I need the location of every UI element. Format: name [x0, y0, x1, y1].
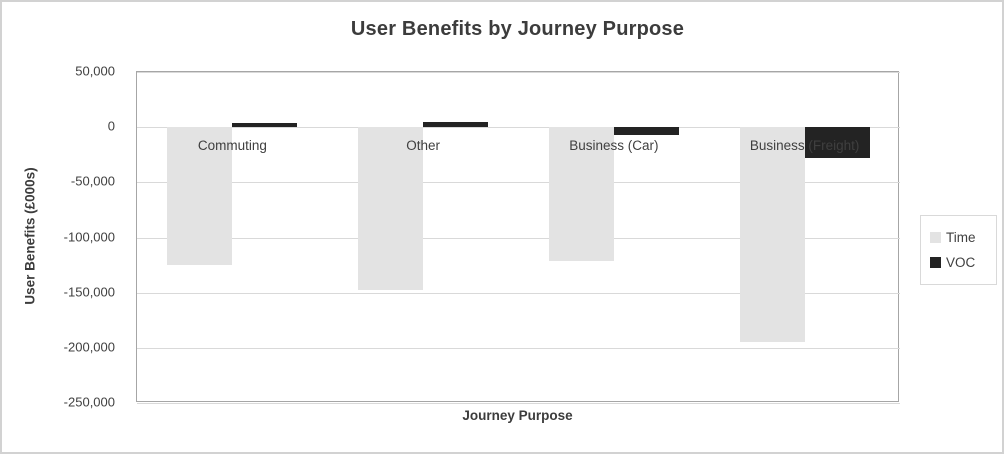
y-tick-label: -250,000: [63, 394, 115, 410]
bar-time-1: [358, 127, 424, 291]
bar-time-3: [739, 127, 805, 343]
category-label-2: Business (Car): [569, 138, 659, 154]
legend-label: VOC: [946, 255, 976, 270]
bar-voc-1: [423, 121, 489, 128]
bar-voc-0: [232, 122, 298, 128]
gridline-y-50,000: [137, 72, 900, 73]
gridline-y-0: [137, 127, 900, 128]
y-tick-label: -150,000: [63, 284, 115, 300]
category-label-3: Business (Freight): [749, 138, 860, 154]
y-tick-label: 0: [107, 118, 115, 134]
legend-swatch-voc: [930, 257, 941, 268]
y-tick-label: -100,000: [63, 229, 115, 244]
category-label-1: Other: [406, 138, 441, 154]
x-axis-title: Journey Purpose: [462, 408, 573, 423]
y-tick-label: -50,000: [70, 173, 115, 189]
legend: Time VOC: [920, 215, 997, 285]
bar-time-0: [167, 127, 233, 266]
bar-voc-2: [613, 127, 679, 135]
bar-time-2: [548, 127, 614, 261]
gridline-y--150,000: [137, 293, 900, 294]
legend-label: Time: [946, 230, 976, 245]
gridline-y--50,000: [137, 182, 900, 183]
gridline-y--100,000: [137, 238, 900, 239]
gridline-y--200,000: [137, 348, 900, 349]
chart-title: User Benefits by Journey Purpose: [350, 18, 685, 40]
bar-voc-3: [804, 127, 870, 159]
y-tick-label: 50,000: [75, 63, 115, 79]
gridline-y--250,000: [137, 403, 900, 404]
legend-item-voc: VOC: [930, 255, 996, 270]
legend-swatch-time: [930, 232, 941, 243]
y-tick-label: -200,000: [63, 339, 115, 355]
plot-area: Commuting Other Business (Car) Business (Fr…: [136, 71, 900, 404]
category-label-0: Commuting: [197, 138, 267, 154]
legend-item-time: Time: [930, 230, 996, 245]
